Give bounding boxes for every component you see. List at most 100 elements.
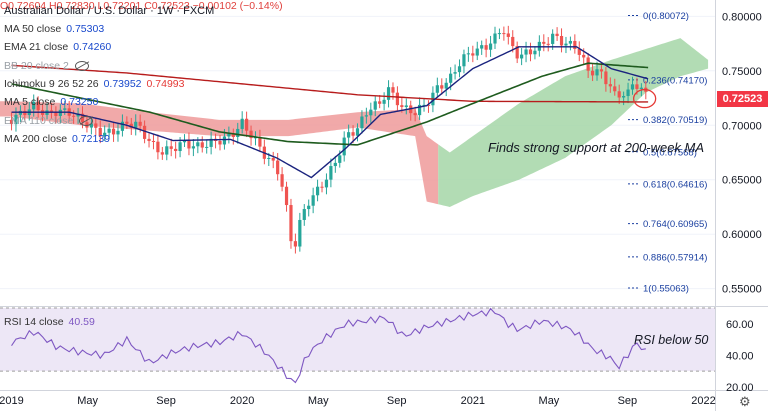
candle-body [107,128,111,133]
candle-body [364,115,368,117]
candle-body [595,69,599,76]
legend-item[interactable]: Ichimoku 9 26 52 26 0.73952 0.74993 [4,78,185,90]
candle-body [187,140,191,149]
candle-body [604,71,608,85]
legend-label: EMA 21 close [4,41,69,54]
candle-body [369,109,373,116]
candle-body [453,72,457,74]
rsi-line [11,307,646,384]
support-highlight-circle [633,88,657,109]
candle-body [613,86,617,92]
candle-body [555,33,559,36]
candle-body [280,174,284,187]
candle-body [333,162,337,167]
candle-body [599,69,604,72]
candle-body [622,96,626,98]
candle-body [422,104,426,106]
candle-body [480,45,484,49]
fib-level-label: 0.764(0.60965) [643,219,707,230]
candle-body [502,33,506,35]
candle-body [457,66,462,73]
support-annotation: Finds strong support at 200-week MA [488,140,705,155]
ma50-line [11,62,649,146]
candle-body [245,118,249,131]
candle-body [573,40,577,49]
candle-body [227,133,231,137]
candle-body [36,101,40,111]
candle-body [338,155,342,163]
legend-item[interactable]: EMA 110 close [4,114,94,127]
candle-body [639,87,643,89]
candle-body [165,146,169,155]
y-tick-label: 0.65000 [722,175,762,187]
candle-body [191,146,195,149]
candle-body [200,142,204,148]
legend-item[interactable]: MA 200 close 0.72139 [4,133,110,145]
candle-body [533,50,537,55]
legend-label: MA 50 close [4,23,62,35]
rsi-legend-label: RSI 14 close [4,316,64,328]
ohlc-readout: O0.72604 H0.72830 L0.72201 C0.72523 −0.0… [0,0,283,12]
candle-body [417,104,422,116]
candle-body [151,140,156,142]
candle-body [315,186,320,196]
eye-hidden-icon[interactable] [79,115,94,126]
candle-body [608,84,612,87]
y-tick-label: 0.70000 [722,120,762,132]
candle-body [253,137,258,139]
candle-body [169,146,173,149]
candle-body [9,119,14,125]
candle-body [142,125,147,139]
candle-body [630,84,635,90]
legend-label: MA 5 close [4,96,56,109]
legend-item[interactable]: EMA 21 close 0.74260 [4,41,111,53]
candle-body [302,209,306,220]
fib-level-label: 0.382(0.70519) [643,115,707,126]
candle-body [72,115,76,117]
candle-body [129,123,133,128]
x-tick-label: May [539,395,560,407]
legend-value: 0.73250 [60,96,99,109]
candle-body [435,85,439,93]
legend-value: 0.75303 [66,23,105,35]
candle-body [462,54,466,67]
legend-label: Ichimoku 9 26 52 26 [4,77,99,90]
candle-body [493,33,497,44]
candle-body [440,85,444,89]
legend-item[interactable]: MA 5 close 0.73250 [4,96,98,108]
legend-label: EMA 110 close [4,114,74,127]
candle-body [63,108,67,110]
candle-body [577,48,581,55]
candle-body [329,166,333,180]
candle-body [307,205,311,210]
candle-body [289,205,293,242]
legend-value: 0.73952 [103,77,142,90]
candle-body [209,138,213,147]
candle-body [89,123,93,128]
gear-icon[interactable]: ⚙ [739,394,751,409]
candle-body [386,87,391,100]
candle-body [160,152,164,155]
candle-body [311,195,315,206]
candle-body [196,142,200,147]
legend-item[interactable]: MA 50 close 0.75303 [4,23,104,35]
eye-hidden-icon[interactable] [74,60,89,71]
rsi-y-tick-label: 40.00 [726,350,754,362]
candle-body [475,48,479,56]
candle-body [342,137,346,156]
candle-body [404,105,408,108]
y-tick-label: 0.60000 [722,229,762,241]
candle-body [293,241,298,247]
candle-body [284,186,289,206]
candle-body [236,128,240,137]
candle-body [174,148,178,152]
x-tick-label: 2021 [461,395,485,407]
legend-item[interactable]: BB 20 close 2 [4,60,89,72]
candle-body [76,113,80,117]
candle-body [564,43,568,46]
y-tick-label: 0.80000 [722,11,762,23]
candle-body [360,116,364,129]
candle-body [484,45,488,50]
candle-body [542,41,546,44]
